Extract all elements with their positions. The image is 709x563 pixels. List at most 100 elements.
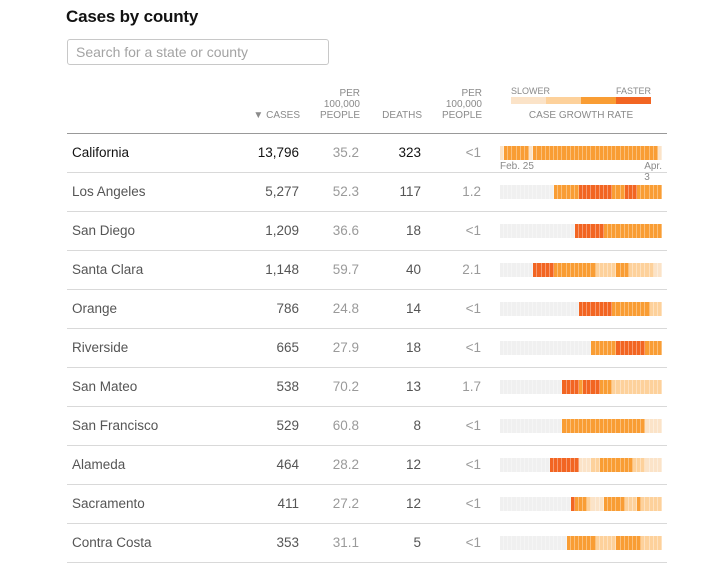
- growth-day-cell: [616, 185, 621, 199]
- deaths-header[interactable]: DEATHS: [382, 110, 422, 121]
- cases-per-100k-value: 70.2: [332, 379, 359, 394]
- sort-by-cases-header[interactable]: ▼ CASES: [253, 110, 300, 121]
- growth-day-cell: [574, 263, 579, 277]
- growth-day-cell: [500, 419, 505, 433]
- county-row[interactable]: San Mateo 538 70.2 13 1.7: [67, 368, 667, 407]
- cases-per-100k-value: 28.2: [332, 457, 359, 472]
- growth-day-cell: [587, 536, 592, 550]
- growth-day-cell: [628, 536, 633, 550]
- growth-day-cell: [595, 224, 600, 238]
- growth-day-cell: [649, 380, 654, 394]
- growth-day-cell: [533, 497, 538, 511]
- growth-day-cell: [620, 419, 625, 433]
- growth-day-cell: [616, 341, 621, 355]
- deaths-per-100k-value: <1: [465, 145, 481, 160]
- growth-day-cell: [595, 341, 600, 355]
- county-row[interactable]: Santa Clara 1,148 59.7 40 2.1: [67, 251, 667, 290]
- growth-day-cell: [633, 185, 638, 199]
- growth-day-cell: [578, 458, 584, 472]
- growth-day-cell: [616, 419, 621, 433]
- growth-day-cell: [524, 341, 530, 355]
- cases-value: 665: [276, 340, 299, 355]
- growth-day-cell: [641, 536, 646, 550]
- deaths-per-100k-value: <1: [465, 418, 481, 433]
- county-row[interactable]: San Francisco 529 60.8 8 <1: [67, 407, 667, 446]
- growth-day-cell: [583, 185, 588, 199]
- growth-day-cell: [541, 341, 546, 355]
- growth-day-cell: [603, 536, 609, 550]
- growth-day-cell: [570, 302, 575, 316]
- growth-day-cell: [595, 536, 600, 550]
- legend-faster-label: FASTER: [615, 86, 651, 96]
- county-row[interactable]: Orange 786 24.8 14 <1: [67, 290, 667, 329]
- growth-day-cell: [608, 302, 613, 316]
- growth-day-cell: [520, 458, 525, 472]
- county-row[interactable]: Riverside 665 27.9 18 <1: [67, 329, 667, 368]
- growth-day-cell: [554, 224, 559, 238]
- growth-day-cell: [599, 341, 604, 355]
- growth-rate-strip: [500, 224, 663, 238]
- growth-day-cell: [591, 536, 596, 550]
- growth-day-cell: [500, 146, 505, 160]
- growth-day-cell: [595, 458, 600, 472]
- growth-day-cell: [641, 185, 646, 199]
- growth-day-cell: [637, 146, 642, 160]
- growth-day-cell: [516, 224, 521, 238]
- growth-day-cell: [512, 458, 517, 472]
- growth-day-cell: [587, 224, 592, 238]
- growth-day-cell: [562, 263, 567, 277]
- growth-day-cell: [624, 536, 629, 550]
- growth-day-cell: [524, 263, 530, 277]
- growth-day-cell: [583, 458, 588, 472]
- cases-per-100k-value: 52.3: [332, 184, 359, 199]
- cases-value: 464: [276, 457, 299, 472]
- growth-day-cell: [624, 185, 629, 199]
- growth-day-cell: [599, 185, 604, 199]
- growth-day-cell: [566, 536, 571, 550]
- growth-day-cell: [533, 302, 538, 316]
- county-row[interactable]: Alameda 464 28.2 12 <1: [67, 446, 667, 485]
- growth-day-cell: [628, 302, 633, 316]
- growth-day-cell: [608, 536, 613, 550]
- growth-day-cell: [591, 380, 596, 394]
- growth-day-cell: [537, 341, 542, 355]
- county-table-body: California 13,796 35.2 323 <1 Feb. 25 Apr. 3 Lo…: [67, 134, 667, 563]
- growth-day-cell: [657, 536, 663, 550]
- growth-day-cell: [583, 380, 588, 394]
- growth-day-cell: [524, 224, 530, 238]
- deaths-per-100k-value: <1: [465, 457, 481, 472]
- deaths-value: 12: [405, 457, 421, 472]
- growth-day-cell: [620, 458, 625, 472]
- deaths-per-100k-header[interactable]: PER 100,000 PEOPLE: [442, 88, 482, 121]
- deaths-per-100k-value: <1: [465, 535, 481, 550]
- cases-per-100k-value: 36.6: [332, 223, 359, 238]
- growth-day-cell: [657, 224, 663, 238]
- county-row[interactable]: San Diego 1,209 36.6 18 <1: [67, 212, 667, 251]
- growth-day-cell: [554, 380, 559, 394]
- cases-per-100k-header[interactable]: PER 100,000 PEOPLE: [320, 88, 360, 121]
- growth-day-cell: [500, 536, 505, 550]
- legend-swatch-level-4: [616, 97, 651, 104]
- growth-day-cell: [537, 497, 542, 511]
- growth-day-cell: [633, 497, 638, 511]
- county-row[interactable]: Contra Costa 353 31.1 5 <1: [67, 524, 667, 563]
- growth-day-cell: [637, 497, 642, 511]
- growth-day-cell: [570, 536, 575, 550]
- growth-day-cell: [616, 458, 621, 472]
- growth-day-cell: [628, 458, 633, 472]
- growth-day-cell: [524, 458, 530, 472]
- county-row[interactable]: Los Angeles 5,277 52.3 117 1.2: [67, 173, 667, 212]
- county-row[interactable]: Sacramento 411 27.2 12 <1: [67, 485, 667, 524]
- growth-day-cell: [558, 380, 563, 394]
- growth-day-cell: [558, 419, 563, 433]
- growth-day-cell: [520, 263, 525, 277]
- growth-day-cell: [574, 302, 579, 316]
- location-name: Riverside: [72, 340, 129, 355]
- growth-day-cell: [603, 146, 609, 160]
- growth-day-cell: [641, 302, 646, 316]
- search-input[interactable]: [67, 39, 329, 65]
- state-row[interactable]: California 13,796 35.2 323 <1 Feb. 25 Apr. 3: [67, 134, 667, 183]
- growth-day-cell: [549, 224, 555, 238]
- growth-day-cell: [583, 536, 588, 550]
- growth-day-cell: [533, 185, 538, 199]
